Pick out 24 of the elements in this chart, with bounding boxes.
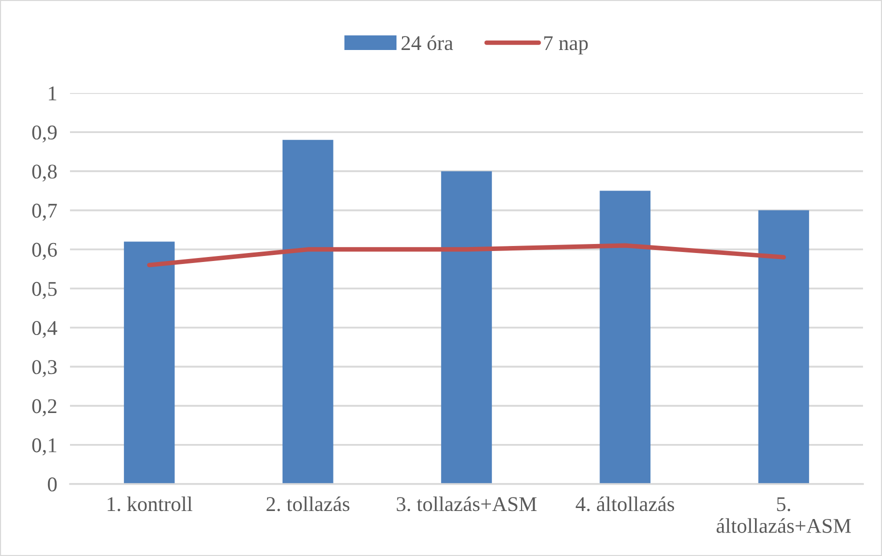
y-tick-label: 0,6 — [32, 242, 57, 260]
x-tick-label: 5. áltollazás+ASM — [716, 497, 851, 533]
bar — [282, 140, 334, 484]
x-tick-label: 3. tollazás+ASM — [396, 496, 537, 512]
y-tick-label: 0,2 — [32, 399, 56, 416]
x-tick-label: 1. kontroll — [108, 496, 192, 512]
bar — [441, 171, 492, 484]
bar — [600, 190, 650, 484]
y-tick-label: 0,4 — [32, 320, 58, 338]
line-series — [147, 243, 786, 268]
legend-label: 7 nap — [544, 36, 588, 54]
y-tick-label: 0,9 — [32, 125, 57, 143]
legend-label: 24 óra — [402, 35, 454, 50]
x-tick-label: 2. tollazás — [266, 496, 350, 512]
y-tick-label: 1 — [48, 86, 56, 100]
y-tick-label: 0 — [48, 477, 57, 492]
bar — [124, 242, 175, 484]
y-tick-label: 0,7 — [32, 204, 57, 221]
x-tick-label: 4. áltollazás — [576, 496, 674, 512]
y-tick-label: 0,1 — [32, 438, 56, 456]
y-tick-label: 0,3 — [32, 360, 57, 378]
bar — [758, 210, 810, 484]
y-tick-label: 0,5 — [32, 282, 57, 299]
y-tick-label: 0,8 — [32, 164, 57, 182]
